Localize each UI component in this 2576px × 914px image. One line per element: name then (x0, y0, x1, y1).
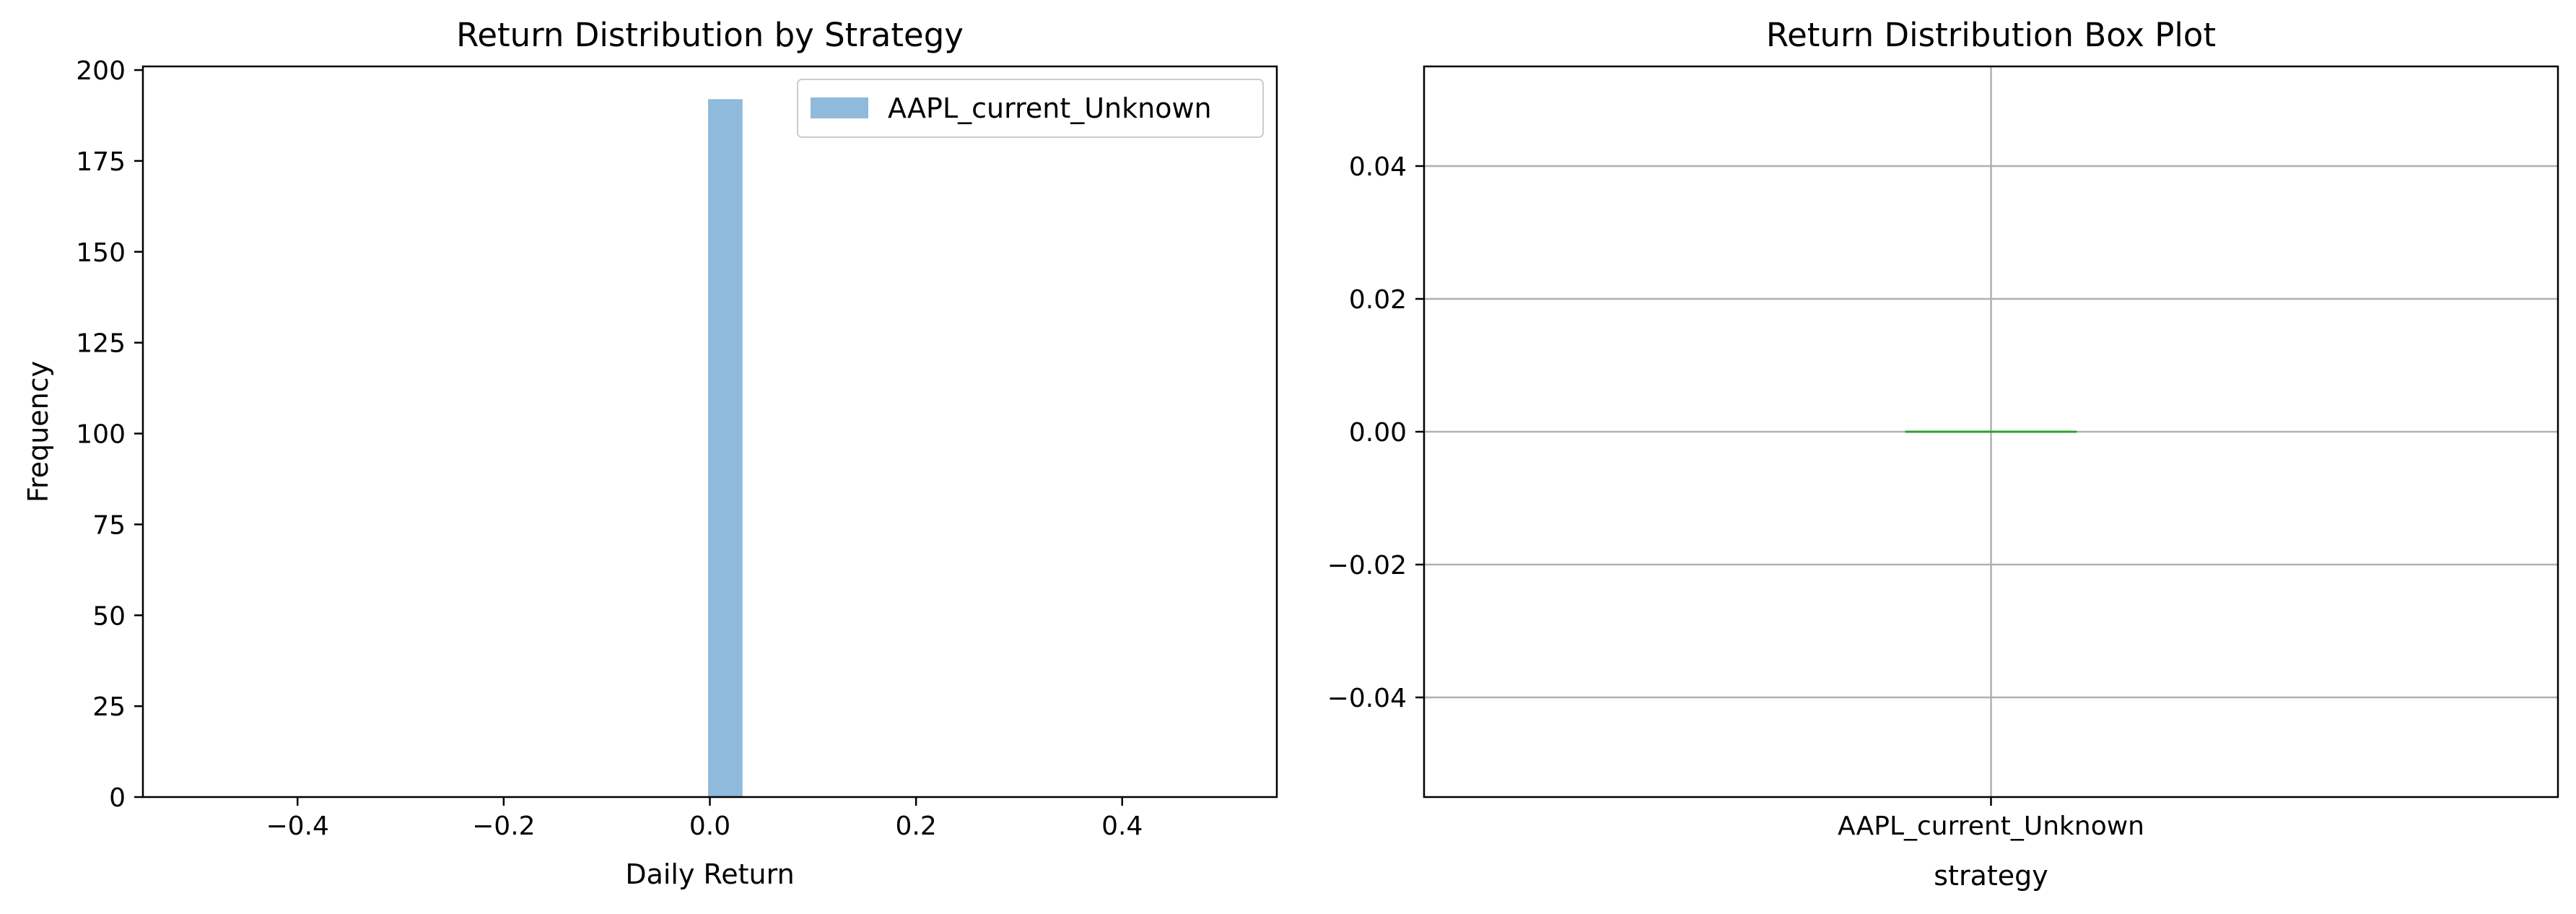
legend-label: AAPL_current_Unknown (888, 92, 1212, 124)
y-tick-label: 75 (92, 510, 126, 540)
histogram-y-ticks: 0 25 50 75 100 125 150 175 200 (76, 56, 143, 813)
y-tick-label: −0.04 (1327, 684, 1407, 713)
histogram-y-axis-label: Frequency (22, 361, 54, 502)
boxplot-title: Return Distribution Box Plot (1766, 16, 2216, 54)
histogram-bar (708, 99, 743, 798)
x-tick-label: 0.4 (1101, 811, 1143, 841)
y-tick-label: 100 (76, 420, 126, 450)
legend-frame (797, 79, 1264, 138)
boxplot-panel: Return Distribution Box Plot AAPL_curren… (1327, 16, 2559, 892)
x-tick-label: −0.4 (266, 811, 329, 841)
y-tick-label: 0 (109, 783, 126, 813)
boxplot-grid (1424, 66, 2558, 797)
histogram-bars (708, 99, 743, 798)
y-tick-label: 150 (76, 238, 126, 268)
x-tick-label: −0.2 (472, 811, 535, 841)
histogram-panel: Return Distribution by Strategy −0.4 −0.2… (22, 16, 1278, 890)
histogram-legend: AAPL_current_Unknown (797, 79, 1264, 138)
y-tick-label: 175 (76, 147, 126, 177)
x-tick-label: 0.2 (896, 811, 937, 841)
y-tick-label: 200 (76, 56, 126, 86)
y-tick-label: 50 (92, 601, 126, 631)
y-tick-label: 0.02 (1349, 285, 1407, 315)
y-tick-label: −0.02 (1327, 551, 1407, 580)
x-tick-label: 0.0 (689, 811, 730, 841)
boxplot-x-ticks: AAPL_current_Unknown (1838, 797, 2144, 841)
histogram-x-axis-label: Daily Return (625, 858, 794, 890)
y-tick-label: 25 (92, 692, 126, 722)
histogram-title: Return Distribution by Strategy (456, 16, 964, 54)
y-tick-label: 125 (76, 329, 126, 359)
boxplot-y-ticks: −0.04 −0.02 0.00 0.02 0.04 (1327, 152, 1424, 713)
y-tick-label: 0.00 (1349, 418, 1407, 448)
boxplot-x-axis-label: strategy (1934, 860, 2048, 892)
y-tick-label: 0.04 (1349, 152, 1407, 182)
legend-swatch (811, 97, 868, 118)
histogram-x-ticks: −0.4 −0.2 0.0 0.2 0.4 (266, 797, 1143, 841)
x-tick-label: AAPL_current_Unknown (1838, 811, 2144, 841)
